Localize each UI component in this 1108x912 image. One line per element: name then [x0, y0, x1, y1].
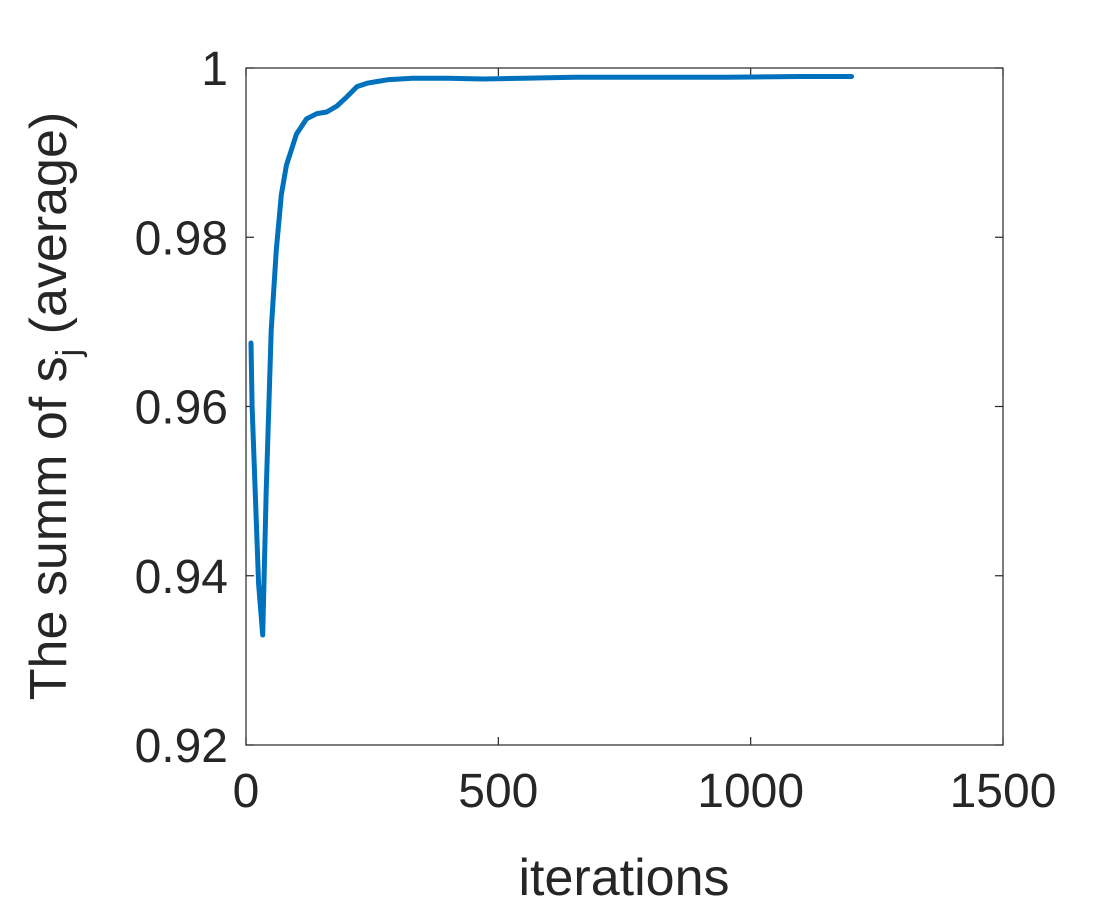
- y-tick-label: 0.98: [135, 212, 228, 265]
- y-tick-label: 0.92: [135, 720, 228, 773]
- y-axis-label: The summ of sj (average): [20, 112, 88, 700]
- y-axis-ticks: 0.92 0.94 0.96 0.98 1: [135, 43, 1003, 773]
- y-tick-label: 0.94: [135, 551, 228, 604]
- y-tick-label: 1: [201, 43, 228, 96]
- y-axis-label-tail: (average): [20, 112, 78, 349]
- x-tick-label: 1000: [697, 765, 804, 818]
- y-axis-label-subscript: j: [50, 349, 88, 358]
- y-tick-label: 0.96: [135, 382, 228, 435]
- x-tick-label: 0: [233, 765, 260, 818]
- y-axis-label-main: The summ of s: [20, 356, 78, 700]
- x-axis-label: iterations: [519, 849, 730, 907]
- x-axis-ticks: 0 500 1000 1500: [233, 68, 1057, 818]
- plot-area: [245, 67, 1004, 746]
- x-tick-label: 1500: [950, 765, 1057, 818]
- series-line: [248, 74, 855, 638]
- x-tick-label: 500: [458, 765, 538, 818]
